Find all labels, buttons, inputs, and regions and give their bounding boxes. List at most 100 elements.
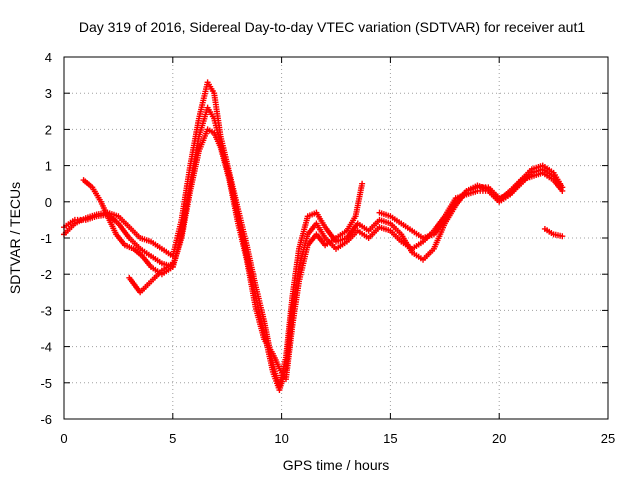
series-trace-segment xyxy=(62,222,77,236)
series-trace-segment xyxy=(296,244,311,283)
series-trace-segment xyxy=(477,187,489,194)
series-trace-segment xyxy=(422,232,435,241)
y-tick-label: -4 xyxy=(40,340,52,355)
series-trace-segment xyxy=(432,218,447,236)
series-trace-segment xyxy=(508,178,523,193)
series-track-a xyxy=(61,79,566,390)
series-trace-segment xyxy=(128,225,142,240)
y-tick-label: -2 xyxy=(40,267,52,282)
y-axis-ticks: -6 -5 -4 -3 -2 -1 0 1 2 3 4 xyxy=(40,50,608,427)
series-trace-segment xyxy=(552,231,564,239)
series-trace-segment xyxy=(443,200,458,221)
series-trace-segment xyxy=(421,247,436,261)
series-trace-segment xyxy=(187,117,202,167)
series-trace-segment xyxy=(400,240,413,251)
series-trace-segment xyxy=(487,187,501,202)
y-tick-label: 2 xyxy=(45,122,52,137)
series-trace-segment xyxy=(262,338,275,355)
x-tick-label: 5 xyxy=(169,431,176,446)
series-trace-segment xyxy=(205,106,216,120)
series-trace-segment xyxy=(314,211,327,229)
data-point xyxy=(557,180,564,187)
series-trace-segment xyxy=(378,224,392,233)
series-trace-segment xyxy=(149,269,164,283)
series-trace-segment xyxy=(161,261,174,273)
chart-title: Day 319 of 2016, Sidereal Day-to-day VTE… xyxy=(79,19,586,35)
series-trace-segment xyxy=(345,222,360,240)
series-trace-segment xyxy=(400,222,413,233)
series-trace-segment xyxy=(367,218,381,232)
series-trace-segment xyxy=(196,128,210,152)
x-tick-label: 0 xyxy=(60,431,67,446)
series-trace-segment xyxy=(335,240,348,251)
series-trace-segment xyxy=(356,222,370,233)
series-trace-segment xyxy=(411,240,424,251)
series-trace-segment xyxy=(74,216,86,223)
series-trace-segment xyxy=(140,254,153,269)
series-trace-segment xyxy=(541,164,555,175)
series-trace-segment xyxy=(345,215,358,232)
series-trace-segment xyxy=(335,229,348,240)
data-series xyxy=(61,79,566,394)
series-trace-segment xyxy=(218,146,232,181)
series-trace-segment xyxy=(356,229,370,240)
series-trace-segment xyxy=(63,218,76,229)
series-trace-segment xyxy=(314,222,327,239)
series-track-c xyxy=(80,126,366,383)
series-trace-segment xyxy=(212,132,223,149)
y-tick-label: -1 xyxy=(40,231,52,246)
series-trace-segment xyxy=(270,352,282,370)
series-trace-segment xyxy=(367,225,381,240)
series-trace-segment xyxy=(114,233,127,247)
y-tick-label: -5 xyxy=(40,376,52,391)
series-trace-segment xyxy=(476,183,490,192)
series-trace-segment xyxy=(551,172,562,185)
series-trace-segment xyxy=(552,178,564,193)
y-axis-label: SDTVAR / TECUs xyxy=(7,182,23,294)
series-trace-segment xyxy=(128,236,142,250)
series-trace-segment xyxy=(454,189,468,203)
x-tick-label: 20 xyxy=(492,431,506,446)
x-tick-label: 10 xyxy=(274,431,288,446)
series-trace-segment xyxy=(206,127,215,135)
series-trace-segment xyxy=(132,247,144,258)
series-trace-segment xyxy=(161,265,174,276)
x-axis-ticks: 0 5 10 15 20 25 xyxy=(60,57,615,446)
series-trace-segment xyxy=(117,215,131,229)
series-trace-segment xyxy=(124,243,135,251)
series-trace-segment xyxy=(289,280,302,326)
series-trace-segment xyxy=(98,200,110,218)
data-point xyxy=(359,180,366,187)
data-point xyxy=(169,260,176,267)
series-trace-segment xyxy=(226,179,241,225)
series-trace-segment xyxy=(411,229,424,240)
series-trace-segment xyxy=(314,233,327,247)
series-trace-segment xyxy=(205,81,216,94)
series-trace-segment xyxy=(105,215,119,236)
y-tick-label: -3 xyxy=(40,303,52,318)
y-tick-label: 0 xyxy=(45,195,52,210)
series-trace-segment xyxy=(161,247,174,258)
series-trace-segment xyxy=(178,190,193,239)
series-trace-segment xyxy=(139,247,152,258)
series-trace-segment xyxy=(235,222,250,261)
series-trace-segment xyxy=(90,186,103,203)
series-trace-segment xyxy=(139,235,152,244)
series-trace-segment xyxy=(244,259,259,308)
series-trace-segment xyxy=(150,240,163,251)
series-trace-segment xyxy=(283,324,296,380)
series-trace-segment xyxy=(541,167,555,178)
series-trace-segment xyxy=(116,222,131,240)
series-trace-segment xyxy=(345,229,359,243)
series-trace-segment xyxy=(196,106,210,138)
series-trace-segment xyxy=(498,189,512,202)
series-trace-segment xyxy=(187,150,202,192)
y-tick-label: 3 xyxy=(45,86,52,101)
series-trace-segment xyxy=(84,214,98,223)
series-trace-segment xyxy=(389,229,403,243)
x-tick-label: 25 xyxy=(601,431,615,446)
series-trace-segment xyxy=(378,217,392,226)
y-tick-label: -6 xyxy=(40,412,52,427)
x-axis-label: GPS time / hours xyxy=(283,457,390,473)
